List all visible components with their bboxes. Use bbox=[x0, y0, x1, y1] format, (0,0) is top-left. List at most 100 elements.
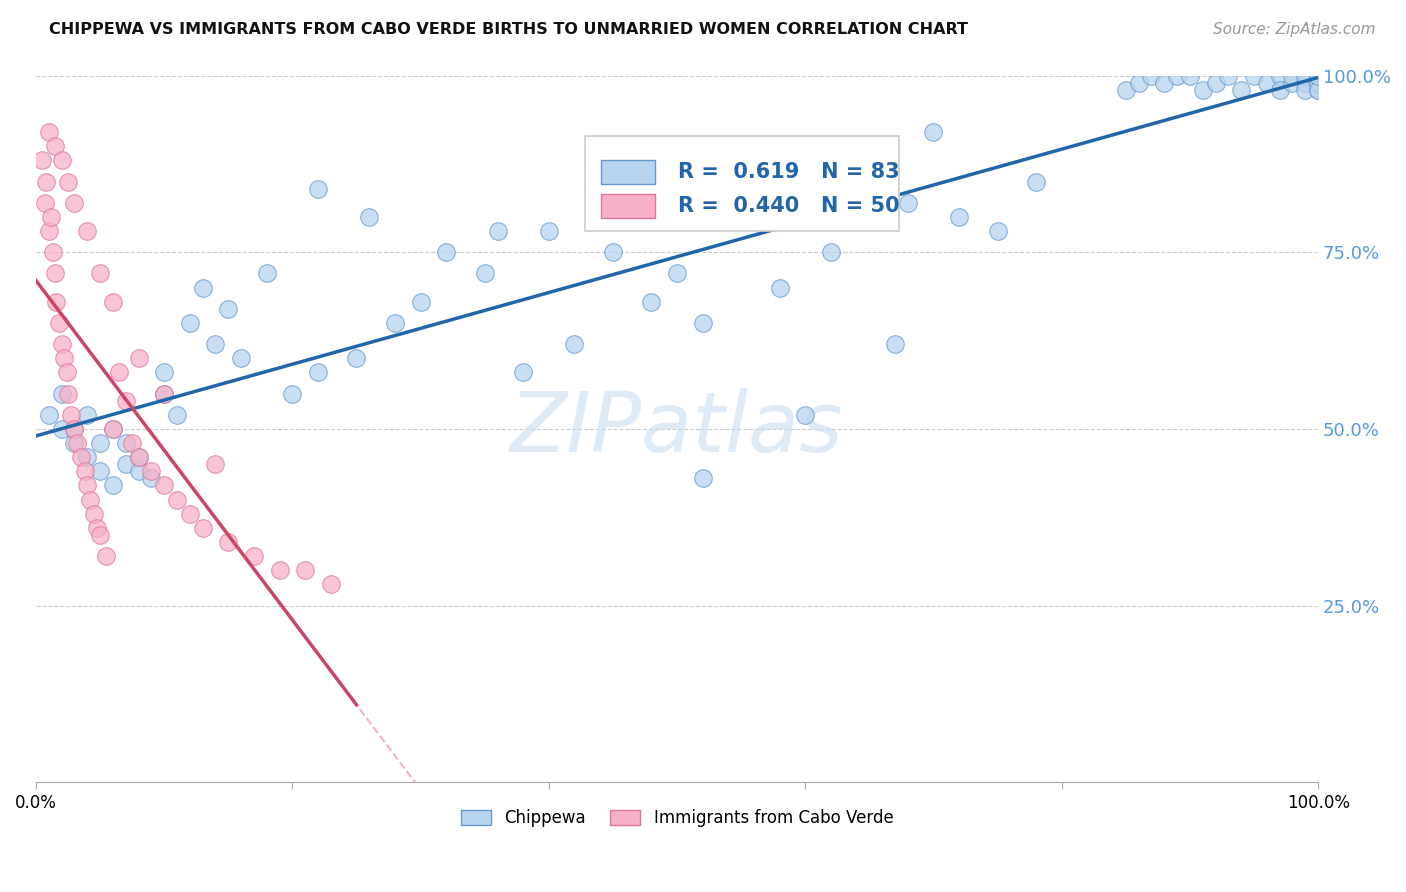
Point bbox=[73, 464, 96, 478]
Point bbox=[1308, 76, 1330, 90]
Point bbox=[66, 436, 89, 450]
Point bbox=[38, 224, 60, 238]
Point bbox=[34, 195, 56, 210]
Point bbox=[1205, 76, 1227, 90]
Point bbox=[1308, 69, 1330, 83]
Point bbox=[191, 521, 214, 535]
Legend: Chippewa, Immigrants from Cabo Verde: Chippewa, Immigrants from Cabo Verde bbox=[454, 803, 900, 834]
Point bbox=[1256, 76, 1278, 90]
Text: ZIPatlas: ZIPatlas bbox=[510, 388, 844, 469]
Point bbox=[1294, 83, 1316, 97]
Point bbox=[128, 351, 150, 366]
Point bbox=[69, 450, 91, 465]
Point bbox=[768, 280, 790, 294]
Point bbox=[121, 436, 143, 450]
Point bbox=[101, 422, 124, 436]
Point bbox=[53, 351, 76, 366]
Point bbox=[948, 210, 970, 224]
Point bbox=[153, 365, 176, 379]
Point bbox=[76, 408, 98, 422]
Point bbox=[434, 245, 457, 260]
Point bbox=[1115, 83, 1137, 97]
Point bbox=[486, 224, 509, 238]
Point bbox=[987, 224, 1010, 238]
Point bbox=[63, 422, 86, 436]
Point bbox=[1166, 69, 1188, 83]
Point bbox=[602, 245, 624, 260]
Point bbox=[217, 301, 239, 316]
Point bbox=[1294, 76, 1316, 90]
Point bbox=[89, 267, 111, 281]
Point bbox=[35, 175, 58, 189]
Point bbox=[179, 316, 201, 330]
Point bbox=[884, 337, 907, 351]
Point bbox=[1308, 69, 1330, 83]
Point bbox=[153, 386, 176, 401]
Point bbox=[1025, 175, 1047, 189]
Text: R =  0.440   N = 50: R = 0.440 N = 50 bbox=[678, 196, 900, 216]
Point bbox=[294, 563, 316, 577]
Point bbox=[76, 450, 98, 465]
Point bbox=[1268, 69, 1291, 83]
Point bbox=[114, 436, 136, 450]
Point bbox=[63, 422, 86, 436]
Point bbox=[1281, 76, 1303, 90]
Point bbox=[409, 294, 432, 309]
Point bbox=[59, 408, 82, 422]
Point bbox=[51, 337, 73, 351]
Point bbox=[38, 125, 60, 139]
Point bbox=[1178, 69, 1201, 83]
Point bbox=[128, 450, 150, 465]
Bar bbox=[602, 161, 655, 185]
Point bbox=[1243, 69, 1265, 83]
Point bbox=[63, 436, 86, 450]
Point bbox=[114, 457, 136, 471]
Point bbox=[666, 267, 689, 281]
Point bbox=[204, 457, 226, 471]
Point bbox=[1308, 76, 1330, 90]
Point bbox=[1308, 69, 1330, 83]
Point bbox=[76, 478, 98, 492]
Point bbox=[153, 386, 176, 401]
Point bbox=[45, 294, 67, 309]
Point bbox=[31, 153, 53, 168]
Point bbox=[166, 408, 188, 422]
Point bbox=[153, 478, 176, 492]
Point bbox=[96, 549, 118, 564]
Point bbox=[269, 563, 291, 577]
Point bbox=[922, 125, 945, 139]
Point bbox=[86, 521, 108, 535]
Point bbox=[1191, 83, 1213, 97]
Bar bbox=[602, 194, 655, 219]
Point bbox=[1308, 69, 1330, 83]
Point bbox=[1308, 83, 1330, 97]
Point bbox=[307, 181, 329, 195]
Point bbox=[1218, 69, 1240, 83]
Point bbox=[217, 535, 239, 549]
Text: CHIPPEWA VS IMMIGRANTS FROM CABO VERDE BIRTHS TO UNMARRIED WOMEN CORRELATION CHA: CHIPPEWA VS IMMIGRANTS FROM CABO VERDE B… bbox=[49, 22, 969, 37]
Point bbox=[384, 316, 406, 330]
Point bbox=[179, 507, 201, 521]
Point bbox=[44, 139, 66, 153]
Point bbox=[589, 195, 612, 210]
Point bbox=[1153, 76, 1175, 90]
Point bbox=[204, 337, 226, 351]
Point bbox=[89, 528, 111, 542]
Point bbox=[281, 386, 304, 401]
Point bbox=[1281, 69, 1303, 83]
Point bbox=[537, 224, 560, 238]
Point bbox=[101, 294, 124, 309]
Point bbox=[1140, 69, 1163, 83]
Point bbox=[229, 351, 252, 366]
Point bbox=[41, 245, 63, 260]
Point bbox=[346, 351, 368, 366]
Point bbox=[256, 267, 278, 281]
Point bbox=[141, 471, 163, 485]
Point bbox=[56, 175, 79, 189]
Point bbox=[48, 316, 70, 330]
Point bbox=[319, 577, 342, 591]
Point bbox=[51, 422, 73, 436]
Point bbox=[101, 478, 124, 492]
Point bbox=[1294, 69, 1316, 83]
Point bbox=[89, 436, 111, 450]
